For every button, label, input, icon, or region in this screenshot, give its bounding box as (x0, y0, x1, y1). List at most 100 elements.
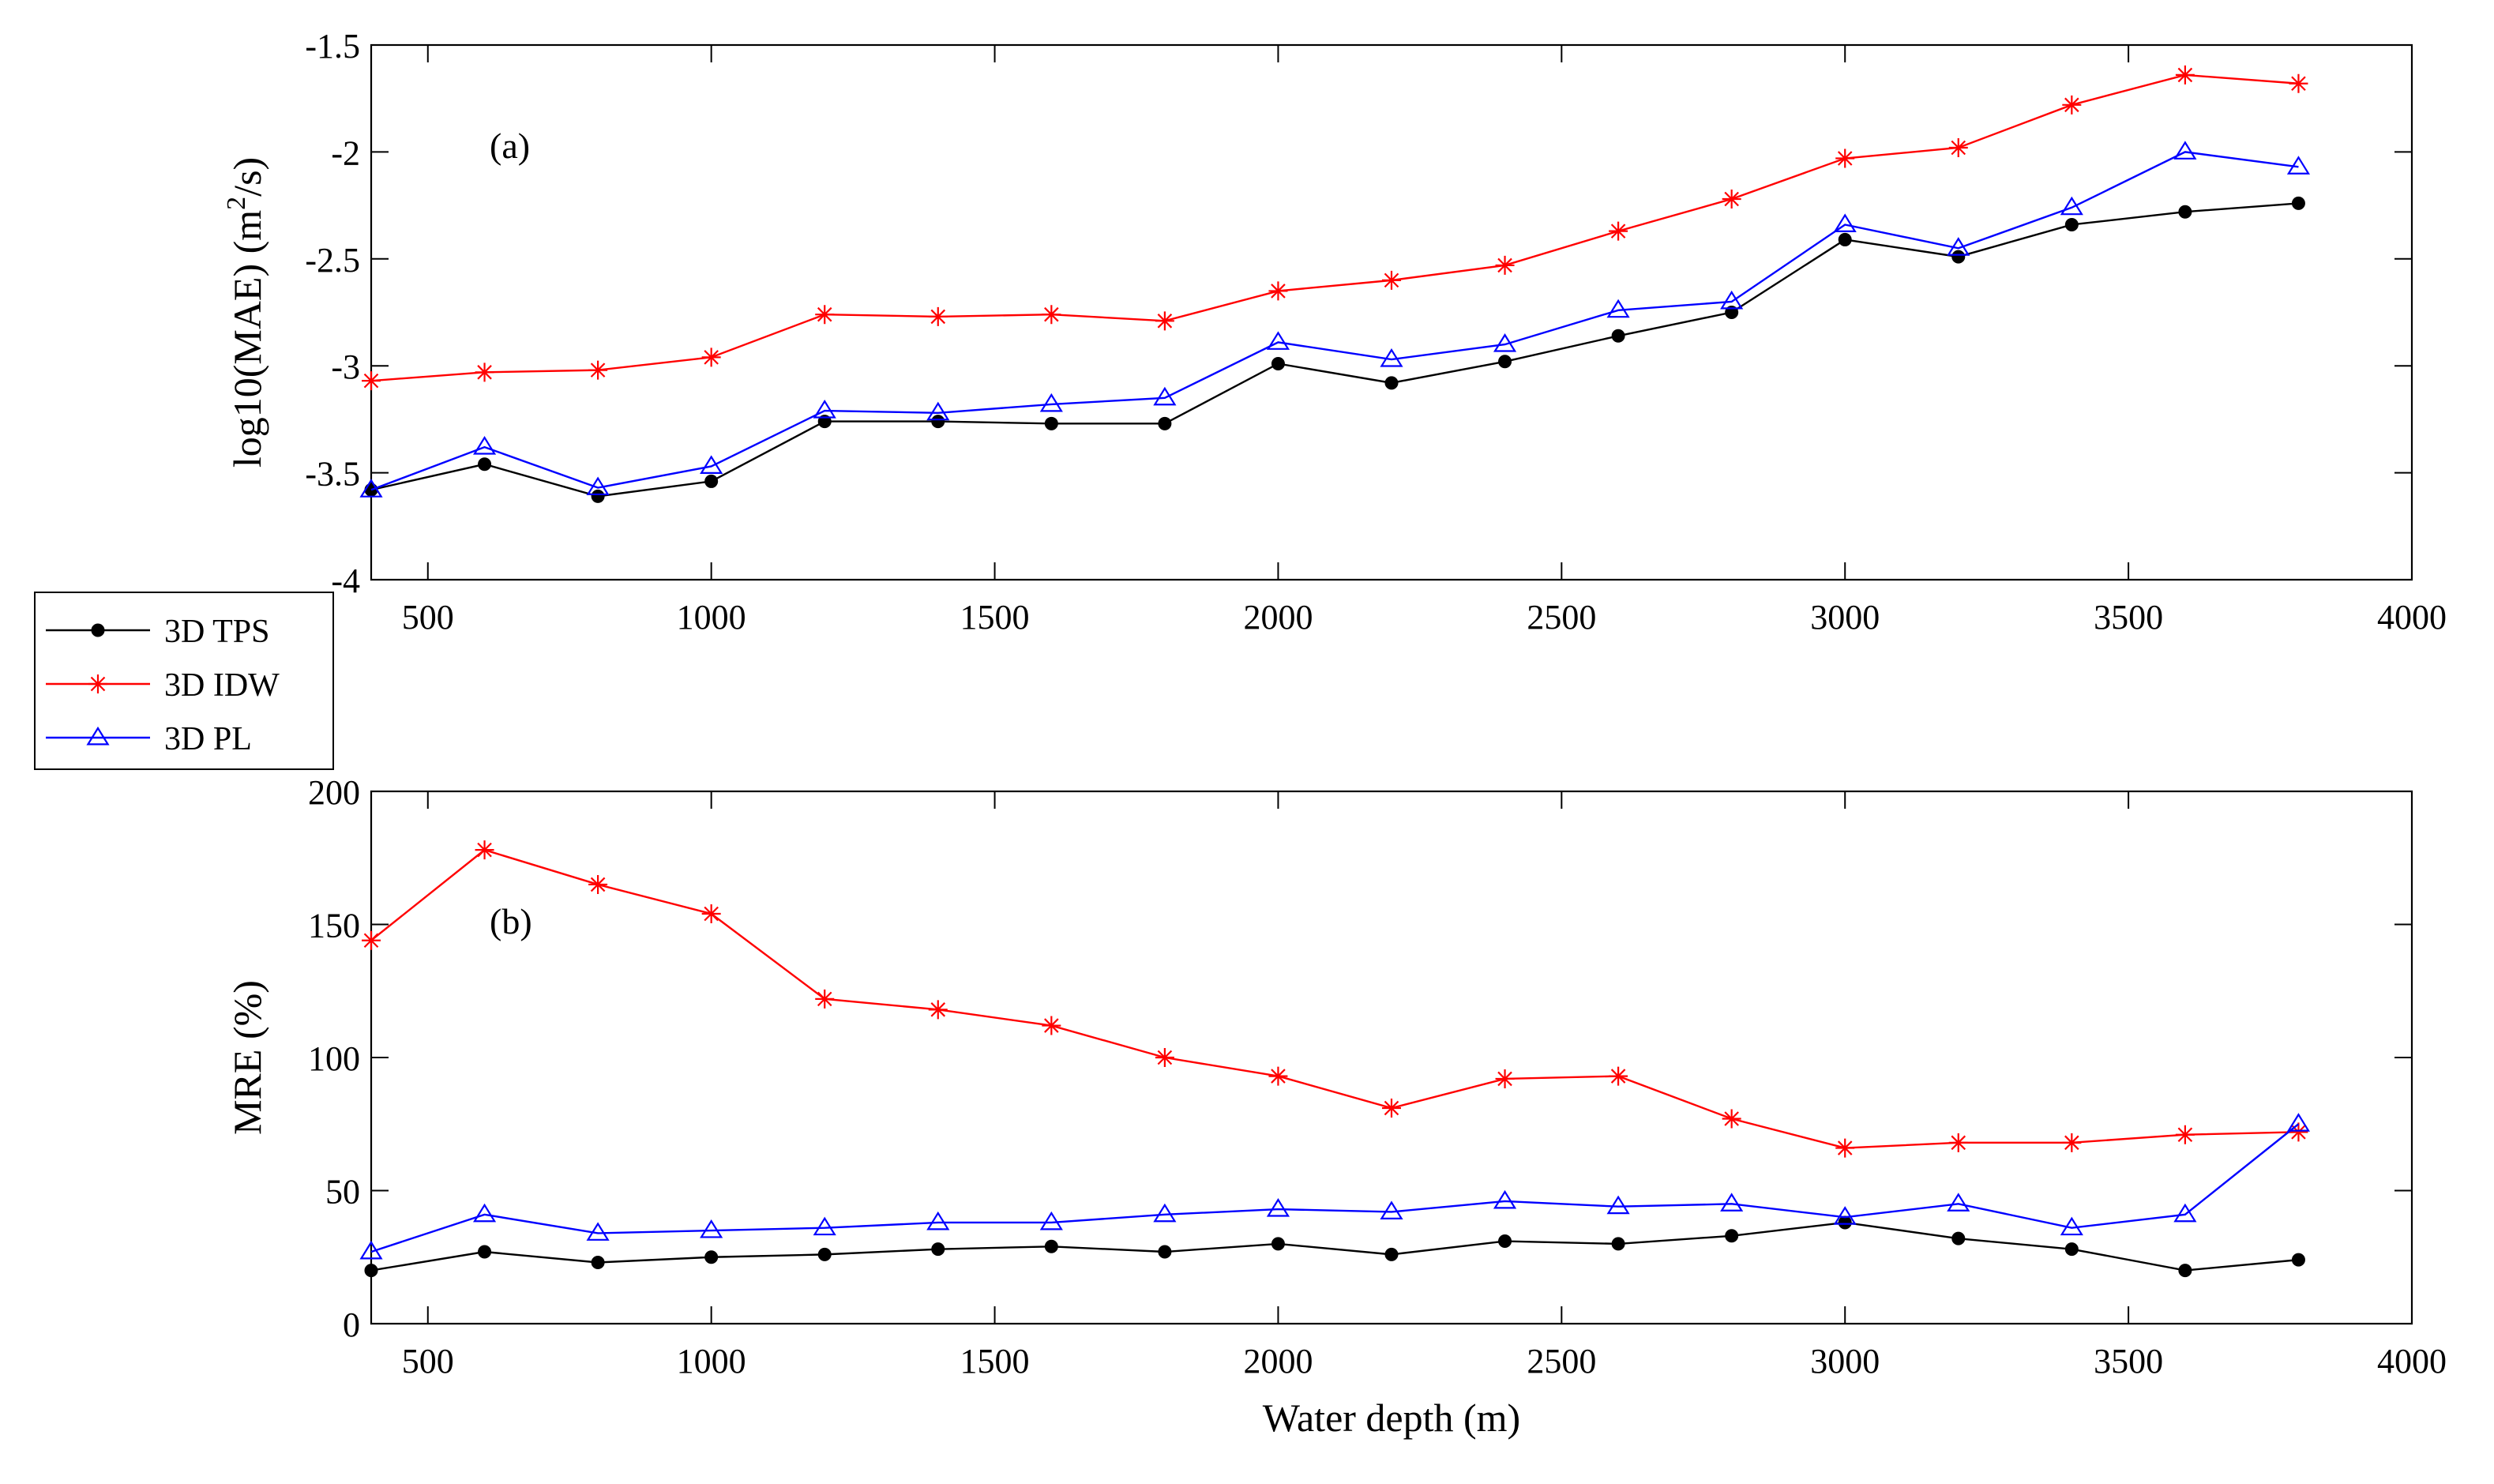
data-point-3d-tps-a-1200 (817, 415, 832, 429)
data-point-3d-idw-a-3200 (1948, 137, 1968, 157)
y-axis-label-a: log10(MAE) (m2/s) (222, 157, 269, 468)
y-tick-label-a--2: -2 (331, 133, 360, 172)
data-point-3d-pl-a-3600 (2173, 141, 2197, 160)
data-point-3d-pl-b-1400 (926, 1211, 950, 1230)
series-3d-pl-b (359, 1113, 2311, 1260)
data-point-3d-tps-b-1800 (1158, 1245, 1172, 1259)
x-tick-label-a-4000: 4000 (2377, 598, 2447, 637)
y-tick-label-a--3: -3 (331, 348, 360, 386)
data-point-3d-pl-a-2600 (1606, 299, 1630, 318)
data-point-3d-tps-a-2000 (1271, 356, 1285, 370)
x-tick-label-b-3000: 3000 (1810, 1342, 1880, 1381)
panel-b-mre-chart: 500 1000 1500 2000 2500 3000 3500 4000 0 50 100 150… (225, 773, 2447, 1440)
data-point-3d-pl-b-3200 (1947, 1193, 1970, 1212)
data-point-3d-pl-a-3000 (1833, 213, 1857, 232)
data-point-3d-idw-b-600 (475, 840, 494, 860)
data-point-3d-tps-b-1600 (1044, 1239, 1058, 1253)
data-point-3d-idw-b-3000 (1835, 1138, 1855, 1158)
data-point-3d-tps-b-800 (591, 1255, 605, 1269)
y-axis-label-superscript: 2 (222, 197, 251, 210)
legend-marker-3d-pl (86, 726, 110, 746)
panel-label-a: (a) (490, 126, 530, 166)
data-point-3d-tps-a-3200 (1951, 250, 1966, 264)
data-point-3d-pl-b-1600 (1039, 1211, 1063, 1230)
data-point-3d-idw-a-1200 (815, 305, 835, 325)
legend: 3D TPS 3D IDW 3D PL (34, 592, 334, 770)
data-point-3d-tps-b-2600 (1611, 1237, 1625, 1251)
data-point-3d-pl-b-2600 (1606, 1195, 1630, 1215)
data-point-3d-idw-a-2600 (1609, 221, 1628, 241)
y-tick-label-a--2.5: -2.5 (305, 241, 360, 280)
data-point-3d-tps-a-1400 (931, 415, 945, 429)
data-point-3d-idw-b-400 (362, 930, 381, 950)
data-point-3d-tps-b-1200 (817, 1247, 832, 1261)
data-point-3d-pl-a-3400 (2060, 196, 2083, 216)
series-3d-tps-b (364, 1215, 2305, 1278)
data-point-3d-pl-a-600 (472, 436, 497, 455)
data-point-3d-idw-b-1200 (815, 989, 835, 1009)
data-point-3d-idw-b-1800 (1155, 1048, 1174, 1067)
data-point-3d-idw-b-2000 (1268, 1066, 1288, 1086)
series-line-3d-idw-b (370, 848, 2299, 1149)
data-point-3d-tps-b-2800 (1725, 1229, 1739, 1243)
data-point-3d-tps-a-2200 (1384, 376, 1399, 390)
data-point-3d-tps-a-600 (478, 457, 492, 471)
data-point-3d-pl-b-3600 (2173, 1203, 2197, 1223)
x-tick-label-a-1000: 1000 (677, 598, 746, 637)
data-point-3d-pl-a-3800 (2286, 156, 2311, 175)
data-point-3d-pl-a-1600 (1039, 393, 1063, 412)
data-point-3d-idw-b-2800 (1722, 1109, 1741, 1129)
x-tick-label-b-500: 500 (402, 1342, 454, 1381)
data-point-3d-tps-b-3200 (1951, 1231, 1966, 1245)
data-point-3d-pl-a-1800 (1153, 386, 1177, 406)
data-point-3d-tps-a-2400 (1498, 355, 1512, 369)
data-point-3d-pl-b-800 (586, 1222, 610, 1241)
data-point-3d-idw-b-2600 (1609, 1066, 1628, 1086)
data-point-3d-tps-a-1000 (704, 474, 719, 488)
data-point-3d-idw-a-3600 (2175, 65, 2195, 85)
data-point-3d-tps-b-3800 (2291, 1253, 2305, 1267)
data-point-3d-pl-b-1200 (813, 1216, 836, 1236)
x-tick-label-b-2500: 2500 (1527, 1342, 1596, 1381)
legend-label-3d-pl: 3D PL (164, 721, 252, 757)
data-point-3d-tps-b-400 (364, 1264, 378, 1278)
panel-a-mae-chart: 500 1000 1500 2000 2500 3000 3500 4000 -4 -3.5 -3 -… (222, 27, 2447, 637)
x-tick-label-b-2000: 2000 (1243, 1342, 1313, 1381)
data-point-3d-tps-b-2400 (1498, 1234, 1512, 1249)
data-point-3d-tps-a-2600 (1611, 329, 1625, 343)
data-point-3d-idw-b-3400 (2062, 1133, 2082, 1152)
data-point-3d-pl-b-3000 (1833, 1206, 1857, 1225)
y-axis-label-part: log10(MAE) (m (225, 210, 269, 468)
data-point-3d-tps-b-3600 (2178, 1264, 2192, 1278)
data-point-3d-pl-a-1000 (700, 455, 723, 474)
data-point-3d-tps-a-3800 (2291, 196, 2305, 210)
data-point-3d-pl-a-1200 (813, 399, 836, 419)
data-point-3d-idw-a-1600 (1042, 305, 1061, 325)
x-tick-label-a-500: 500 (402, 598, 454, 637)
legend-label-3d-tps: 3D TPS (164, 614, 269, 650)
data-point-3d-idw-b-3600 (2175, 1125, 2195, 1144)
data-point-3d-pl-b-3400 (2060, 1216, 2083, 1236)
data-point-3d-idw-a-1000 (701, 348, 721, 367)
series-3d-idw-b (362, 840, 2308, 1158)
x-tick-label-a-2000: 2000 (1243, 598, 1313, 637)
y-tick-label-a--3.5: -3.5 (305, 455, 360, 494)
y-axis-label-b: MRE (%) (225, 980, 269, 1135)
data-point-3d-pl-b-2000 (1266, 1197, 1290, 1217)
data-point-3d-idw-a-800 (588, 360, 608, 380)
data-point-3d-idw-a-3800 (2289, 73, 2308, 93)
x-tick-label-b-4000: 4000 (2377, 1342, 2447, 1381)
data-point-3d-tps-a-1600 (1044, 416, 1058, 430)
data-point-3d-tps-a-800 (591, 489, 605, 503)
data-point-3d-pl-a-800 (586, 476, 610, 496)
data-point-3d-pl-a-2200 (1380, 348, 1403, 367)
data-point-3d-tps-b-600 (478, 1245, 492, 1259)
data-point-3d-tps-b-2000 (1271, 1237, 1285, 1251)
data-point-3d-pl-b-1800 (1153, 1203, 1177, 1223)
axes-box-a (370, 43, 2413, 581)
legend-entry-3d-tps: 3D TPS (46, 614, 269, 650)
data-point-3d-pl-a-1400 (926, 401, 950, 421)
data-point-3d-pl-a-400 (359, 479, 383, 498)
data-point-3d-idw-b-3200 (1948, 1133, 1968, 1152)
